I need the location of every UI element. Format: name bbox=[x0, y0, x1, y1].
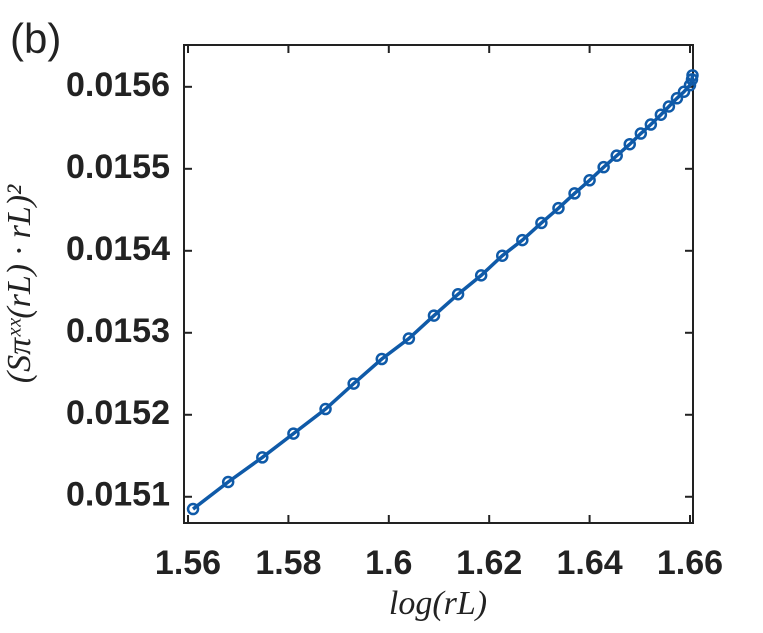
point bbox=[610, 149, 623, 162]
point bbox=[654, 108, 668, 121]
point bbox=[686, 69, 699, 82]
point bbox=[221, 475, 235, 489]
point bbox=[644, 118, 658, 131]
point bbox=[535, 216, 548, 230]
point bbox=[319, 402, 332, 416]
y-tick-label: 0.0154 bbox=[66, 230, 170, 268]
point bbox=[568, 187, 581, 200]
point bbox=[402, 332, 416, 345]
point bbox=[583, 174, 596, 187]
point bbox=[662, 100, 676, 113]
point bbox=[186, 502, 200, 516]
point bbox=[347, 377, 360, 390]
y-tick-label: 0.0153 bbox=[66, 312, 170, 350]
point bbox=[427, 309, 441, 322]
x-tick-label: 1.58 bbox=[255, 544, 321, 582]
y-tick-label: 0.0152 bbox=[66, 394, 170, 432]
y-axis-label: (Sπˣˣ(rL) · rL)² bbox=[1, 184, 38, 383]
point bbox=[287, 427, 300, 440]
point bbox=[670, 92, 684, 105]
x-tick-label: 1.56 bbox=[155, 544, 221, 582]
point bbox=[256, 451, 269, 464]
y-tick-label: 0.0156 bbox=[66, 66, 170, 104]
x-tick-label: 1.6 bbox=[365, 544, 412, 582]
point bbox=[634, 127, 648, 140]
series-line bbox=[191, 75, 695, 511]
point bbox=[623, 137, 637, 151]
x-tick-label: 1.66 bbox=[657, 544, 723, 582]
x-tick-label: 1.64 bbox=[556, 544, 622, 582]
point bbox=[451, 287, 465, 301]
x-axis-label: log(rL) bbox=[389, 585, 487, 622]
point bbox=[375, 352, 389, 366]
y-tick-label: 0.0155 bbox=[66, 148, 170, 186]
panel-label: (b) bbox=[10, 15, 61, 62]
point bbox=[474, 269, 488, 282]
x-tick-label: 1.62 bbox=[456, 544, 522, 582]
point bbox=[516, 233, 529, 247]
axes-box bbox=[183, 44, 694, 524]
y-tick-label: 0.0151 bbox=[66, 476, 170, 514]
point bbox=[552, 201, 565, 215]
point bbox=[496, 249, 509, 262]
point bbox=[597, 160, 610, 174]
